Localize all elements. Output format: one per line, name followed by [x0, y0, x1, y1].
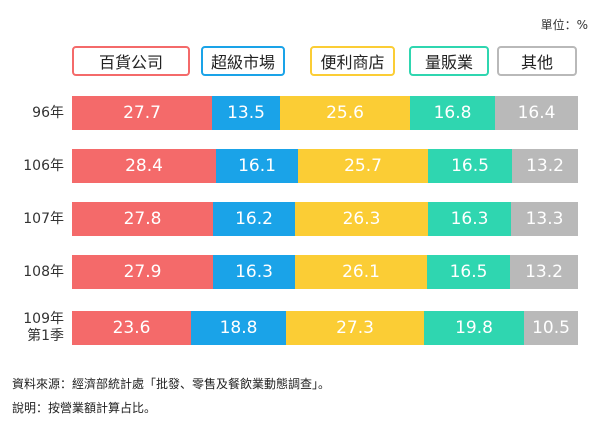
- category-label-line: 96年: [32, 104, 64, 121]
- bar-segment: 16.5: [428, 149, 512, 183]
- chart-legend: 百貨公司 超級市場 便利商店 量販業 其他: [0, 0, 600, 90]
- bar-segment: 27.3: [286, 311, 424, 345]
- category-label: 106年: [0, 158, 64, 175]
- bar-segment: 13.2: [512, 149, 578, 183]
- bar-segment: 25.7: [298, 149, 428, 183]
- footnotes: 資料來源：經濟部統計處「批發、零售及餐飲業動態調查」。 說明：按營業額計算占比。: [12, 372, 330, 420]
- category-label-line: 106年: [23, 157, 64, 174]
- bar-segment: 13.2: [510, 255, 578, 289]
- category-label: 107年: [0, 211, 64, 228]
- bar-segment: 16.2: [213, 202, 295, 236]
- bar-segment: 16.4: [495, 96, 578, 130]
- category-label: 109年 第1季: [0, 311, 64, 345]
- explanation-note: 說明：按營業額計算占比。: [12, 401, 157, 415]
- bar-segment: 13.3: [511, 202, 578, 236]
- bar-segment: 26.3: [295, 202, 428, 236]
- bar-segment: 16.3: [428, 202, 511, 236]
- bar-segment: 10.5: [524, 311, 578, 345]
- legend-item-2: 超級市場: [201, 46, 285, 76]
- bar-segment: 23.6: [72, 311, 191, 345]
- legend-item-4: 量販業: [409, 46, 489, 76]
- category-label-line: 第1季: [27, 328, 64, 344]
- bar-segment: 27.9: [72, 255, 213, 289]
- category-label-line: 109年: [23, 311, 64, 327]
- legend-item-1: 百貨公司: [72, 46, 190, 76]
- bar-segment: 26.1: [295, 255, 427, 289]
- bar-segment: 16.8: [410, 96, 495, 130]
- category-label: 96年: [0, 105, 64, 122]
- bar-segment: 28.4: [72, 149, 216, 183]
- bar-segment: 18.8: [191, 311, 286, 345]
- bar-segment: 19.8: [424, 311, 524, 345]
- stacked-bar-chart: 96年 27.7 13.5 25.6 16.8 16.4 106年 28.4 16.1 25.7 1…: [0, 96, 578, 345]
- bar-segment: 16.3: [213, 255, 295, 289]
- bar-segment: 27.8: [72, 202, 213, 236]
- legend-item-5: 其他: [497, 46, 577, 76]
- bar-segment: 16.1: [216, 149, 298, 183]
- bar-segment: 13.5: [212, 96, 280, 130]
- bar-segment: 25.6: [280, 96, 410, 130]
- category-label-line: 107年: [23, 210, 64, 227]
- bar-segment: 16.5: [427, 255, 510, 289]
- category-label-line: 108年: [23, 263, 64, 280]
- category-label: 108年: [0, 264, 64, 281]
- bar-segment: 27.7: [72, 96, 212, 130]
- legend-item-3: 便利商店: [310, 46, 395, 76]
- source-note: 資料來源：經濟部統計處「批發、零售及餐飲業動態調查」。: [12, 377, 331, 391]
- unit-label: 單位：%: [540, 18, 588, 32]
